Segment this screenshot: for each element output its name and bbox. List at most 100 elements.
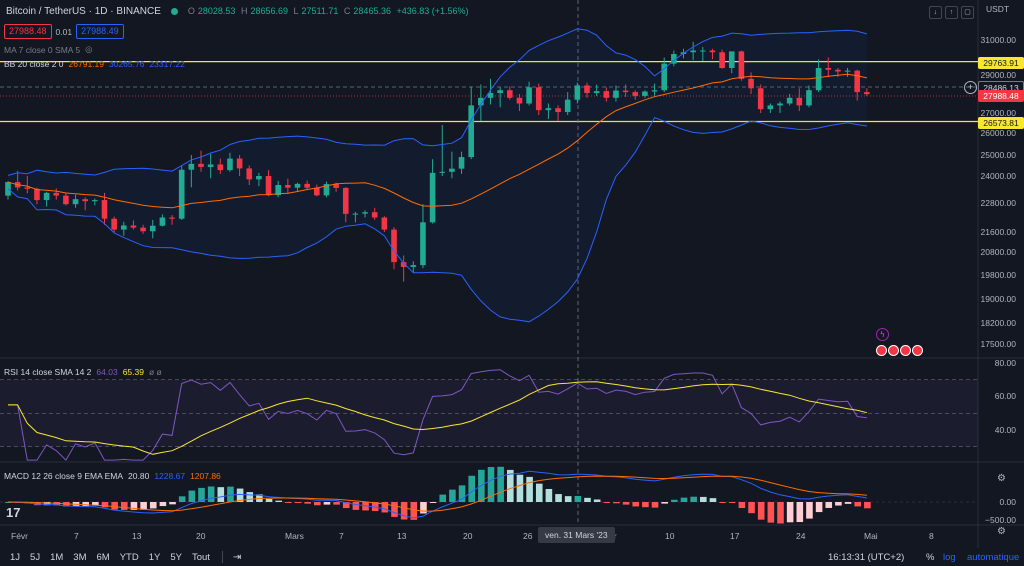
sell-button[interactable]: 27988.48 (4, 24, 52, 39)
macd-hist-bar (111, 502, 118, 510)
macd-hist-bar (130, 502, 138, 510)
macd-hist-bar (333, 502, 340, 505)
macd-hist-bar (371, 502, 379, 512)
candle-body (265, 176, 272, 196)
macd-hist-bar (516, 474, 524, 502)
candle-body (786, 97, 793, 104)
currency-select[interactable]: USDT (986, 4, 1010, 14)
eye-off-icon[interactable]: ◎ (85, 44, 93, 54)
time-tick: 10 (665, 531, 675, 541)
time-tick: 26 (523, 531, 533, 541)
candle-body (82, 199, 88, 202)
candle-body (825, 68, 832, 70)
candle-body (72, 199, 79, 205)
candle-body (545, 108, 552, 111)
macd-tick: −500.00 (985, 515, 1016, 525)
rsi-tick: 40.00 (994, 425, 1016, 435)
candle-body (314, 187, 320, 196)
macd-hist-bar (574, 495, 582, 502)
maximize-icon[interactable]: ▢ (961, 6, 974, 19)
time-tick: 8 (929, 531, 934, 541)
rsi-legend[interactable]: RSI 14 close SMA 14 2 64.03 65.39 ø ø (4, 367, 162, 377)
time-tick: 17 (730, 531, 740, 541)
scroll-down-icon[interactable]: ↓ (929, 6, 942, 19)
clock-time[interactable]: 16:13:31 (UTC+2) (828, 551, 905, 563)
settings-gear-icon[interactable]: ⚙ (997, 526, 1006, 537)
macd-hist-bar (767, 502, 775, 523)
arrow-up-icon[interactable]: ↑ (945, 6, 958, 19)
percent-toggle[interactable]: % (926, 551, 935, 563)
macd-hist-bar (584, 497, 591, 502)
us-flag-icon[interactable] (876, 345, 887, 356)
bb-basis (7, 73, 868, 209)
range-5y[interactable]: 5Y (170, 551, 182, 563)
settings-gear-icon[interactable]: ⚙ (997, 473, 1006, 484)
candle-body (391, 229, 397, 263)
range-1d[interactable]: 1J (10, 551, 21, 563)
plus-circle-icon[interactable]: + (964, 81, 977, 94)
time-tick: 13 (132, 531, 142, 541)
bb-lower (7, 116, 867, 323)
low-value: 27511.71 (301, 6, 339, 16)
candle-body (24, 187, 31, 189)
candle-body (178, 169, 185, 219)
candle-body (507, 90, 513, 98)
us-flag-icon[interactable] (888, 345, 899, 356)
range-all[interactable]: Tout (191, 551, 210, 563)
symbol-title[interactable]: Bitcoin / TetherUS · 1D · BINANCE (6, 5, 161, 17)
range-5d[interactable]: 5J (30, 551, 41, 563)
macd-hist-bar (651, 502, 659, 508)
auto-toggle[interactable]: automatique (967, 551, 1020, 563)
lightning-icon[interactable]: ϟ (876, 328, 889, 341)
candle-body (844, 70, 851, 72)
candle-body (767, 105, 774, 110)
candle-body (449, 168, 455, 172)
range-1y[interactable]: 1Y (148, 551, 161, 563)
macd-hist-bar (169, 502, 176, 505)
macd-hist-bar (34, 502, 41, 506)
bottom-toolbar: 1J 5J 1M 3M 6M YTD 1Y 5Y Tout ⇥ 16:13:31… (0, 548, 1024, 566)
price-tick: 19000.00 (980, 294, 1016, 304)
price-tick: 17500.00 (980, 339, 1016, 349)
macd-hist-bar (748, 502, 755, 514)
macd-hist-bar (342, 502, 350, 509)
candle-body (526, 87, 532, 104)
macd-signal-line (7, 475, 867, 512)
macd-hist-bar (690, 496, 697, 502)
event-flags[interactable] (876, 345, 923, 356)
us-flag-icon[interactable] (912, 345, 923, 356)
price-tick: 21600.00 (980, 227, 1016, 237)
candle-body (690, 50, 696, 53)
macd-hist-bar (101, 502, 109, 508)
candle-body (333, 184, 339, 188)
macd-hist-bar (719, 502, 726, 503)
time-tick: 7 (339, 531, 344, 541)
time-tick: Mai (864, 531, 878, 541)
range-ytd[interactable]: YTD (119, 551, 139, 563)
bb-legend[interactable]: BB 20 close 2 0 26791.19 30265.76 23317.… (4, 59, 185, 69)
time-tick: 13 (397, 531, 407, 541)
macd-hist-bar (285, 502, 292, 503)
log-toggle[interactable]: log (943, 551, 956, 563)
us-flag-icon[interactable] (900, 345, 911, 356)
candle-body (555, 108, 561, 113)
range-1m[interactable]: 1M (50, 551, 64, 563)
candle-body (651, 90, 658, 92)
goto-date-icon[interactable]: ⇥ (232, 551, 242, 563)
candle-body (564, 99, 571, 113)
macd-legend[interactable]: MACD 12 26 close 9 EMA EMA 20.80 1228.67… (4, 471, 221, 481)
buy-button[interactable]: 27988.49 (76, 24, 124, 39)
price-tick: 24000.00 (980, 171, 1016, 181)
range-6m[interactable]: 6M (96, 551, 110, 563)
macd-hist-bar (82, 502, 89, 507)
macd-hist-bar (796, 502, 804, 523)
macd-hist-bar (777, 502, 784, 524)
candle-body (584, 85, 590, 94)
candle-body (236, 158, 243, 169)
ma-legend[interactable]: MA 7 close 0 SMA 5 ◎ (4, 44, 93, 55)
macd-hist-bar (815, 502, 823, 513)
trade-buttons: 27988.48 0.01 27988.49 (4, 24, 124, 39)
candle-body (410, 265, 417, 267)
range-3m[interactable]: 3M (73, 551, 87, 563)
